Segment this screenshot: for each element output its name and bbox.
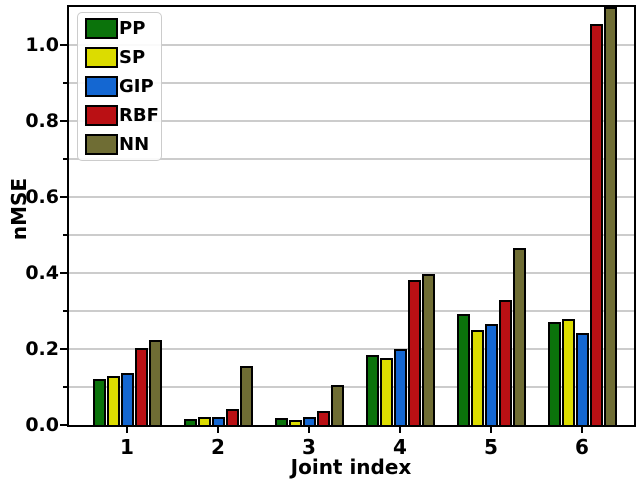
legend-label-GIP: GIP <box>119 76 154 97</box>
bar-RBF-joint2 <box>226 409 239 425</box>
bar-PP-joint6 <box>548 322 561 425</box>
x-axis-tick-label: 5 <box>484 435 498 459</box>
bar-PP-joint4 <box>366 355 379 425</box>
bar-RBF-joint4 <box>408 280 421 425</box>
bar-NN-joint2 <box>240 366 253 425</box>
gridline <box>69 196 634 198</box>
gridline <box>69 272 634 274</box>
x-tick-mark <box>217 427 219 433</box>
gridline <box>69 120 634 122</box>
bar-PP-joint3 <box>275 418 288 425</box>
gridline <box>69 386 634 388</box>
x-tick-mark <box>490 427 492 433</box>
legend-label-PP: PP <box>119 18 146 39</box>
y-tick-mark <box>60 424 67 426</box>
y-axis-tick-label: 0.0 <box>25 414 59 436</box>
x-tick-mark <box>581 427 583 433</box>
bar-SP-joint3 <box>289 420 302 425</box>
x-axis-tick-label: 4 <box>393 435 407 459</box>
bar-SP-joint2 <box>198 417 211 425</box>
y-axis-tick-label: 0.2 <box>25 338 59 360</box>
bar-GIP-joint6 <box>576 333 589 425</box>
y-minor-tick-mark <box>63 82 67 84</box>
y-axis-tick-label: 0.8 <box>25 110 59 132</box>
legend: PP SP GIP RBF NN <box>77 12 162 161</box>
y-tick-mark <box>60 272 67 274</box>
x-axis-title: Joint index <box>290 455 412 479</box>
bar-GIP-joint5 <box>485 324 498 425</box>
legend-label-SP: SP <box>119 47 146 68</box>
legend-label-RBF: RBF <box>119 105 159 126</box>
bar-SP-joint1 <box>107 376 120 425</box>
gridline <box>69 310 634 312</box>
x-axis-tick-label: 2 <box>211 435 225 459</box>
bar-PP-joint2 <box>184 419 197 425</box>
bar-SP-joint6 <box>562 319 575 425</box>
legend-item-PP: PP <box>85 18 161 39</box>
gridline <box>69 82 634 84</box>
gridline <box>69 44 634 46</box>
y-minor-tick-mark <box>63 158 67 160</box>
bar-RBF-joint3 <box>317 411 330 425</box>
legend-item-NN: NN <box>85 134 161 155</box>
y-tick-mark <box>60 196 67 198</box>
x-axis-tick-label: 3 <box>302 435 316 459</box>
bar-NN-joint3 <box>331 385 344 425</box>
gridline <box>69 234 634 236</box>
x-tick-mark <box>308 427 310 433</box>
legend-swatch-GIP <box>85 76 118 97</box>
y-axis-tick-label: 1.0 <box>25 34 59 56</box>
legend-label-NN: NN <box>119 134 150 155</box>
bar-GIP-joint3 <box>303 417 316 425</box>
legend-item-SP: SP <box>85 47 161 68</box>
bar-GIP-joint2 <box>212 417 225 425</box>
x-tick-mark <box>399 427 401 433</box>
bar-RBF-joint1 <box>135 348 148 425</box>
bar-NN-joint5 <box>513 248 526 425</box>
bar-RBF-joint6 <box>590 24 603 425</box>
bar-GIP-joint4 <box>394 349 407 425</box>
y-axis-tick-label: 0.4 <box>25 262 59 284</box>
legend-item-GIP: GIP <box>85 76 161 97</box>
gridline <box>69 348 634 350</box>
gridline <box>69 158 634 160</box>
bar-SP-joint5 <box>471 330 484 425</box>
x-tick-mark <box>126 427 128 433</box>
bar-RBF-joint5 <box>499 300 512 425</box>
bar-PP-joint5 <box>457 314 470 425</box>
x-axis-tick-label: 1 <box>120 435 134 459</box>
y-minor-tick-mark <box>63 234 67 236</box>
y-minor-tick-mark <box>63 310 67 312</box>
legend-swatch-PP <box>85 18 118 39</box>
bar-SP-joint4 <box>380 358 393 425</box>
y-tick-mark <box>60 120 67 122</box>
legend-swatch-SP <box>85 47 118 68</box>
bar-NN-joint1 <box>149 340 162 425</box>
legend-item-RBF: RBF <box>85 105 161 126</box>
x-axis-tick-label: 6 <box>575 435 589 459</box>
y-tick-mark <box>60 44 67 46</box>
legend-swatch-NN <box>85 134 118 155</box>
y-minor-tick-mark <box>63 386 67 388</box>
legend-swatch-RBF <box>85 105 118 126</box>
y-tick-mark <box>60 348 67 350</box>
y-axis-tick-label: 0.6 <box>25 186 59 208</box>
bar-PP-joint1 <box>93 379 106 425</box>
y-axis-title: nMSE <box>7 177 31 241</box>
bar-NN-joint6 <box>604 7 617 425</box>
bar-GIP-joint1 <box>121 373 134 425</box>
bar-NN-joint4 <box>422 274 435 425</box>
